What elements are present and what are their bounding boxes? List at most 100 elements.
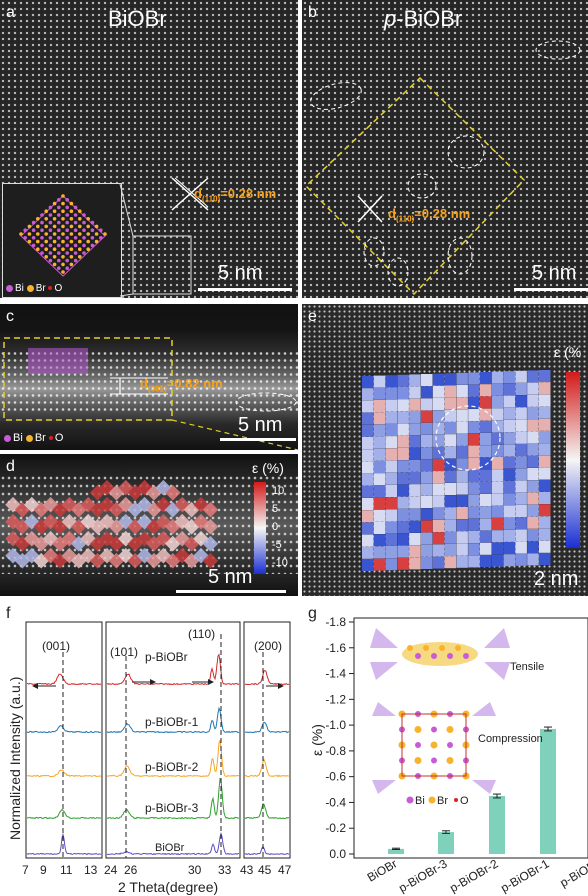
strain-tile xyxy=(444,446,457,459)
strain-tile xyxy=(385,521,398,534)
strain-tile xyxy=(397,521,409,534)
panel-e-colorbar-title: ε (% xyxy=(554,344,582,360)
strain-tile xyxy=(397,545,409,558)
atom-dot xyxy=(78,239,82,244)
atom-dot xyxy=(44,209,48,213)
strain-tile xyxy=(503,383,516,396)
xrd-curve xyxy=(244,845,290,856)
strain-tile xyxy=(527,407,539,419)
strain-tile xyxy=(421,410,433,423)
atom-dot xyxy=(52,255,57,259)
atom-dot xyxy=(94,232,99,236)
panel-d-colorbar-title: ε (%) xyxy=(252,460,284,476)
strain-tile xyxy=(491,518,504,530)
strain-tile xyxy=(432,398,445,410)
strain-tile xyxy=(491,554,504,567)
strain-tile xyxy=(444,470,457,483)
atom-dot xyxy=(48,213,53,217)
panel-b-scalebar-label: 5 nm xyxy=(532,262,577,284)
atom-dot xyxy=(86,247,90,251)
panel-g-legend: Bi Br O xyxy=(406,795,469,807)
panel-c-d-spacing: d(001)=0.82 nm xyxy=(140,376,223,394)
peak-200: (200) xyxy=(254,639,282,653)
panel-e-letter: e xyxy=(308,308,317,325)
atom-dot xyxy=(447,742,453,748)
strain-tile xyxy=(491,408,504,421)
strain-tile xyxy=(385,387,398,400)
strain-tile xyxy=(409,435,421,448)
strain-tile xyxy=(432,385,445,398)
atom-dot xyxy=(61,232,65,236)
strain-tile xyxy=(491,505,504,518)
strain-tile xyxy=(527,431,539,444)
sample-label-p-biobr-1: p-BiOBr-1 xyxy=(145,715,199,729)
strain-tile xyxy=(432,471,445,484)
strain-tile xyxy=(421,544,433,557)
strain-tile xyxy=(503,395,516,408)
strain-bar xyxy=(540,728,556,854)
strain-tile xyxy=(539,467,551,480)
y-tick-label: -1.6 xyxy=(325,641,346,655)
strain-tile xyxy=(432,532,445,545)
atom-dot xyxy=(52,201,57,206)
strain-tile xyxy=(456,409,468,422)
atom-dot xyxy=(61,217,65,221)
strain-tile xyxy=(480,372,492,384)
atom-dot xyxy=(57,213,61,217)
strain-tile xyxy=(527,553,539,566)
strain-tile xyxy=(444,458,457,471)
strain-tile xyxy=(527,382,539,395)
atom-dot xyxy=(69,209,74,213)
strain-tile xyxy=(362,388,374,401)
strain-tile xyxy=(539,443,551,456)
atom-dot xyxy=(431,653,437,659)
strain-tile xyxy=(468,518,480,531)
strain-tile xyxy=(491,396,504,408)
strain-tile xyxy=(539,504,551,517)
strain-tile xyxy=(362,522,374,535)
atom-dot xyxy=(65,243,69,248)
atom-dot xyxy=(57,205,61,210)
strain-tile xyxy=(491,457,504,469)
strain-tile xyxy=(527,394,539,407)
panel-f-xrd: f (001) (101) (110) (200) p-BiOBr p-BiOB… xyxy=(6,605,292,895)
panel-d-letter: d xyxy=(6,458,15,475)
strain-tile xyxy=(397,374,409,387)
strain-tile xyxy=(409,508,421,521)
panel-c-overlay xyxy=(3,337,298,450)
y-tick-label: -1.0 xyxy=(325,718,346,732)
strain-tile xyxy=(373,473,386,486)
panel-g-strain-bars: g 0.0 -0.2 -0.4 -0.6 -0.8 -1.0 -1.2 -1.4 -1.6 -1.… xyxy=(308,605,588,895)
strain-tile xyxy=(432,373,445,386)
xrd-curve xyxy=(106,653,240,686)
atom-dot xyxy=(69,239,74,244)
tick-26: 26 xyxy=(124,863,138,877)
atom-dot xyxy=(57,251,61,255)
strain-tile xyxy=(409,411,421,423)
atom-dot xyxy=(78,209,82,213)
panel-c-scalebar xyxy=(220,438,296,441)
strain-tile xyxy=(527,419,539,432)
atom-dot xyxy=(48,236,53,240)
atom-dot xyxy=(52,247,57,251)
strain-tile xyxy=(527,455,539,468)
peak-101: (101) xyxy=(110,645,138,659)
atom-dot xyxy=(430,741,438,749)
strain-tile xyxy=(385,533,398,546)
strain-tile xyxy=(539,492,551,504)
atom-dot xyxy=(65,228,69,232)
strain-tile xyxy=(456,531,468,544)
strain-tile xyxy=(385,424,398,436)
strain-tile xyxy=(421,520,433,533)
y-tick-label: -0.8 xyxy=(325,744,346,758)
panel-e-strain-tiles xyxy=(362,370,551,571)
strain-tile xyxy=(385,399,398,412)
atom-dot xyxy=(94,224,99,229)
atom-dot xyxy=(36,217,40,221)
strain-tile xyxy=(421,557,433,569)
atom-dot xyxy=(36,239,40,244)
crystal-schematic xyxy=(370,628,510,794)
atom-dot xyxy=(40,220,44,225)
strain-tile xyxy=(409,459,421,472)
atom-dot xyxy=(36,224,40,229)
